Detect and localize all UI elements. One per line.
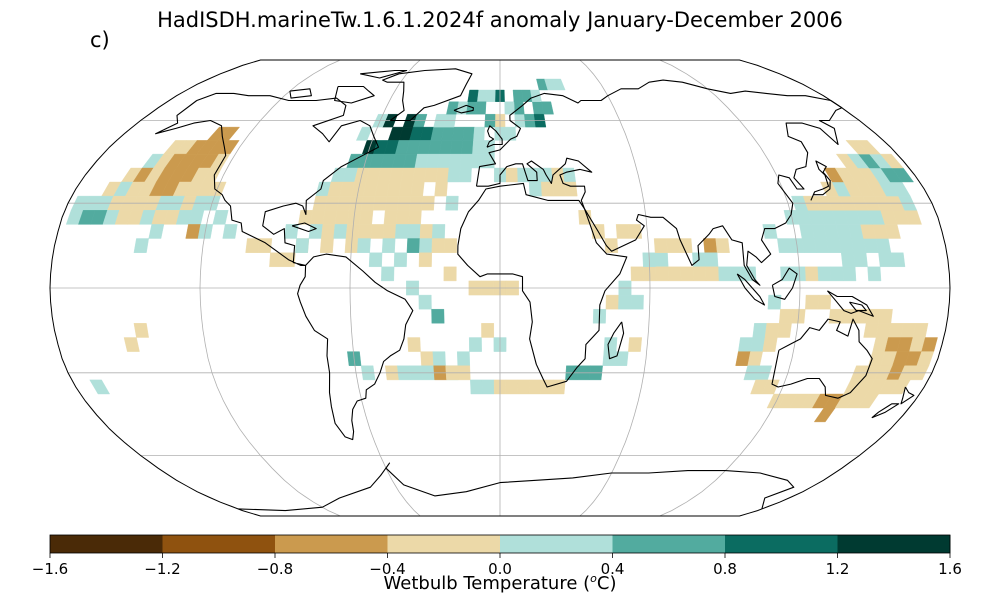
anomaly-cell	[604, 238, 619, 253]
colorbar-label-suffix: C)	[596, 573, 617, 594]
coastline	[289, 88, 312, 99]
anomaly-cell	[777, 323, 792, 338]
anomaly-cell	[630, 294, 644, 310]
anomaly-cell	[393, 252, 408, 267]
anomaly-cell	[468, 337, 482, 352]
colorbar-swatch	[275, 535, 388, 553]
colorbar-swatch	[50, 535, 163, 553]
anomaly-cell	[89, 379, 111, 395]
anomaly-cell	[504, 101, 515, 115]
anomaly-cell	[552, 78, 566, 91]
anomaly-cell	[133, 238, 149, 253]
longitude-line	[349, 59, 421, 517]
coastline	[360, 69, 408, 79]
colorbar-swatch	[612, 535, 726, 553]
anomaly-cell	[762, 337, 778, 352]
coastline	[238, 462, 795, 512]
anomaly-cell	[123, 337, 140, 352]
anomaly-cell	[418, 252, 433, 267]
coastline	[453, 104, 474, 114]
map-title: HadISDH.marineTw.1.6.1.2024f anomaly Jan…	[157, 8, 843, 32]
anomaly-cell	[355, 126, 373, 141]
coastline	[771, 318, 873, 399]
longitude-line	[199, 59, 341, 517]
longitude-line	[579, 59, 651, 517]
anomaly-cell	[655, 266, 669, 282]
coastline	[826, 290, 874, 317]
anomaly-cell	[890, 252, 906, 267]
anomaly-cell	[856, 140, 881, 155]
coastline	[486, 125, 503, 148]
colorbar-swatch	[387, 535, 501, 553]
anomaly-cell	[867, 266, 882, 282]
colorbar-swatch	[837, 535, 951, 553]
anomaly-cell	[541, 101, 554, 115]
anomaly-cell	[715, 238, 730, 253]
coastline	[810, 160, 831, 201]
coastline	[155, 92, 380, 266]
graticule	[50, 59, 950, 517]
colorbar-swatch	[162, 535, 276, 553]
panel-label: c)	[90, 28, 110, 52]
coastline	[736, 273, 766, 306]
anomaly-cell	[552, 379, 566, 395]
colorbar-tick-label: 1.2	[826, 560, 850, 578]
anomaly-cell	[603, 337, 618, 352]
colorbar-tick-label: −1.6	[32, 560, 68, 578]
anomaly-cell	[443, 238, 458, 253]
anomaly-cell	[443, 266, 457, 282]
colorbar-tick-label: −0.4	[369, 560, 405, 578]
colorbar-swatches	[50, 535, 951, 553]
colorbar-tick-label: 0.0	[488, 560, 512, 578]
coastline	[771, 267, 798, 300]
coastline	[297, 253, 414, 441]
coastline	[334, 85, 375, 104]
coastline	[382, 68, 473, 122]
anomaly-cell	[295, 238, 310, 253]
coastline	[607, 321, 625, 360]
anomaly-cell	[381, 266, 395, 282]
colorbar-tick-label: −1.2	[144, 560, 180, 578]
colorbar-tick-label: 0.8	[713, 560, 737, 578]
coastline	[900, 386, 915, 405]
coastline	[475, 79, 843, 286]
anomaly-cell	[879, 153, 904, 169]
anomaly-cell	[614, 351, 629, 366]
anomaly-cell	[615, 224, 630, 239]
anomaly-cell	[857, 393, 880, 409]
colorbar-label: Wetbulb Temperature (oC)	[0, 572, 1000, 594]
colorbar-label-super: o	[590, 572, 597, 585]
colorbar-tick-label: 0.4	[601, 560, 625, 578]
anomaly-cell	[431, 309, 445, 324]
colorbar-swatch	[500, 535, 613, 553]
colorbar-label-prefix: Wetbulb Temperature (	[383, 573, 591, 594]
coastline	[291, 222, 317, 233]
colorbar-tick-label: 1.6	[938, 560, 962, 578]
coastline	[871, 403, 900, 419]
map-boundary	[49, 59, 951, 517]
anomaly-cell	[889, 379, 911, 395]
coastline	[849, 301, 867, 312]
colorbar-tick-label: −0.8	[257, 560, 293, 578]
longitude-line	[659, 59, 801, 517]
coastlines	[155, 68, 915, 512]
colorbar-ticks: −1.6 −1.2 −0.8 −0.4 0.0 0.4 0.8 1.2 1.6	[32, 553, 962, 578]
anomaly-cell	[628, 337, 643, 352]
anomaly-cell	[148, 224, 165, 239]
anomaly-cell	[133, 323, 149, 338]
anomaly-cell	[528, 181, 542, 197]
coastline	[457, 182, 628, 388]
anomaly-cell	[813, 407, 836, 423]
anomaly-cell	[222, 224, 238, 239]
anomaly-cell	[458, 167, 472, 183]
anomaly-cell	[853, 252, 868, 267]
colorbar-swatch	[725, 535, 838, 553]
